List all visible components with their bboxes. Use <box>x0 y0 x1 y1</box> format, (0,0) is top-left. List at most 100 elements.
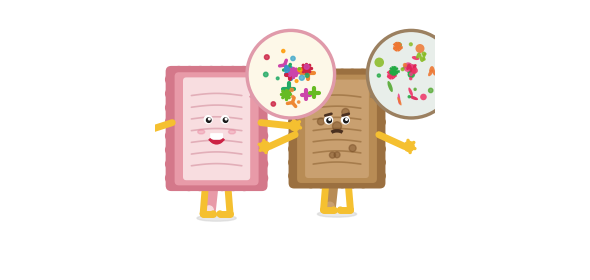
Circle shape <box>408 71 415 78</box>
Circle shape <box>298 68 302 72</box>
Circle shape <box>348 207 353 213</box>
Circle shape <box>166 130 177 141</box>
Circle shape <box>411 74 413 76</box>
Circle shape <box>217 180 227 190</box>
Circle shape <box>166 158 177 170</box>
Circle shape <box>342 116 349 124</box>
Ellipse shape <box>197 215 236 221</box>
Circle shape <box>228 180 238 190</box>
Circle shape <box>329 152 336 158</box>
Circle shape <box>415 44 424 53</box>
Circle shape <box>276 77 279 80</box>
Circle shape <box>289 76 300 87</box>
Circle shape <box>348 178 358 188</box>
Circle shape <box>166 102 177 113</box>
Circle shape <box>375 76 385 87</box>
Circle shape <box>375 171 385 181</box>
Circle shape <box>206 180 216 190</box>
Circle shape <box>257 116 267 127</box>
Circle shape <box>375 130 385 141</box>
Circle shape <box>257 74 267 85</box>
Circle shape <box>344 118 348 123</box>
Circle shape <box>306 69 317 80</box>
FancyBboxPatch shape <box>297 75 377 183</box>
Circle shape <box>375 103 385 114</box>
Circle shape <box>166 144 177 155</box>
Circle shape <box>337 69 348 80</box>
Circle shape <box>305 73 309 77</box>
Circle shape <box>404 64 407 66</box>
Circle shape <box>409 73 411 76</box>
Circle shape <box>291 56 295 61</box>
Ellipse shape <box>198 130 205 134</box>
Circle shape <box>368 31 455 118</box>
Circle shape <box>184 180 194 190</box>
Circle shape <box>369 32 453 116</box>
Circle shape <box>290 88 293 92</box>
Circle shape <box>264 55 269 60</box>
Circle shape <box>297 101 300 103</box>
Circle shape <box>409 43 412 46</box>
Polygon shape <box>371 95 409 112</box>
Circle shape <box>329 119 330 120</box>
Circle shape <box>166 74 177 85</box>
Circle shape <box>221 116 229 123</box>
Circle shape <box>375 157 385 168</box>
Circle shape <box>326 202 334 211</box>
Circle shape <box>349 145 356 152</box>
Circle shape <box>217 211 223 217</box>
Circle shape <box>375 144 385 154</box>
Circle shape <box>289 90 300 101</box>
Ellipse shape <box>402 63 411 69</box>
Circle shape <box>306 178 316 188</box>
Circle shape <box>205 67 217 78</box>
Circle shape <box>166 88 177 99</box>
FancyBboxPatch shape <box>166 66 267 191</box>
Circle shape <box>289 117 300 127</box>
Circle shape <box>327 69 337 80</box>
Circle shape <box>257 158 267 170</box>
Circle shape <box>173 67 185 78</box>
Circle shape <box>321 207 326 213</box>
FancyBboxPatch shape <box>183 77 250 180</box>
Circle shape <box>327 118 332 123</box>
Circle shape <box>184 67 195 78</box>
Circle shape <box>133 127 143 137</box>
Circle shape <box>408 96 410 98</box>
Circle shape <box>324 201 335 212</box>
Circle shape <box>284 67 290 72</box>
Circle shape <box>247 31 334 118</box>
Circle shape <box>211 211 216 217</box>
Circle shape <box>342 108 349 116</box>
Circle shape <box>368 69 378 80</box>
Ellipse shape <box>409 96 418 100</box>
Circle shape <box>227 67 238 78</box>
Circle shape <box>317 118 324 125</box>
Circle shape <box>408 64 417 73</box>
Circle shape <box>333 122 342 131</box>
Circle shape <box>298 68 300 70</box>
Circle shape <box>346 119 348 120</box>
Circle shape <box>260 141 270 151</box>
Circle shape <box>375 90 385 101</box>
Circle shape <box>334 152 340 158</box>
Circle shape <box>401 68 404 71</box>
Circle shape <box>240 180 250 190</box>
Circle shape <box>195 67 206 78</box>
FancyBboxPatch shape <box>175 72 258 185</box>
Wedge shape <box>209 136 224 144</box>
Circle shape <box>422 52 425 55</box>
Circle shape <box>257 88 267 99</box>
Circle shape <box>396 42 402 48</box>
Circle shape <box>404 141 414 151</box>
Ellipse shape <box>428 69 433 76</box>
FancyBboxPatch shape <box>305 80 369 178</box>
Circle shape <box>289 144 300 154</box>
Circle shape <box>289 171 300 181</box>
Circle shape <box>337 178 347 188</box>
Circle shape <box>347 69 358 80</box>
Circle shape <box>375 58 384 67</box>
Circle shape <box>271 102 276 106</box>
Circle shape <box>413 68 417 73</box>
Circle shape <box>201 211 206 217</box>
